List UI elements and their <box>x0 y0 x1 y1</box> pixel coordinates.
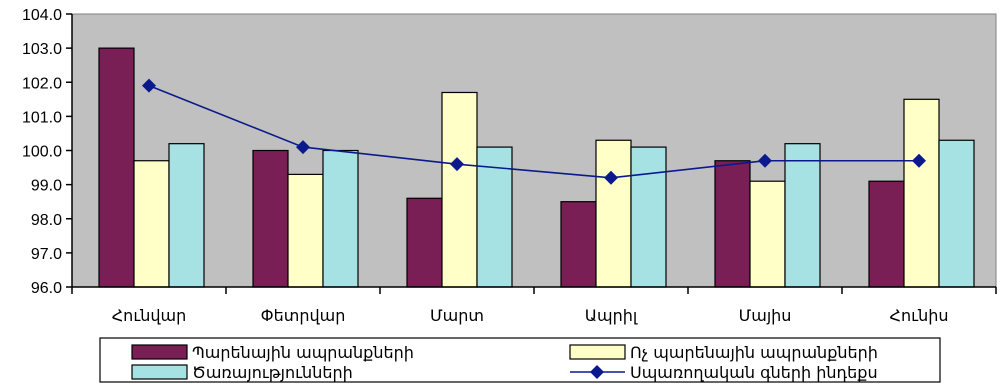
x-tick-label: Մարտ <box>430 306 484 325</box>
bar <box>868 180 905 288</box>
bar <box>714 160 751 288</box>
bars-layer <box>98 47 975 288</box>
legend-swatch <box>569 344 626 360</box>
bar <box>98 47 135 288</box>
y-tick-label: 99.0 <box>31 178 62 195</box>
line-point <box>758 153 772 168</box>
bar <box>252 149 289 288</box>
bar <box>903 98 940 288</box>
bar <box>133 160 170 288</box>
y-axis: 96.0 97.0 98.0 99.0 100.0 101.0 102.0 103.0 104.… <box>22 7 73 297</box>
y-tick-label: 103.0 <box>22 41 62 58</box>
x-tick-label: Փետրվար <box>261 306 346 325</box>
y-tick-label: 102.0 <box>22 75 62 92</box>
y-tick-label: 98.0 <box>31 212 62 229</box>
line-point <box>296 140 310 155</box>
line-point <box>912 153 926 168</box>
legend-label: Ծառայությունների <box>192 363 353 382</box>
bar <box>784 143 821 288</box>
x-tick-label: Ապրիլ <box>585 306 638 325</box>
x-axis: Հունվար Փետրվար Մարտ Ապրիլ Մայիս Հունիս <box>71 286 997 325</box>
bar <box>630 146 667 288</box>
line-point <box>450 157 464 172</box>
legend-diamond-icon <box>590 365 604 379</box>
line-point <box>604 170 618 185</box>
y-tick-label: 104.0 <box>22 7 62 24</box>
legend-label: Պարենային ապրանքների <box>192 343 414 362</box>
y-tick-label: 96.0 <box>31 280 62 297</box>
bar <box>441 91 478 288</box>
bar <box>595 139 632 288</box>
series-line <box>148 84 919 179</box>
legend-label: Ոչ պարենային ապրանքների <box>630 343 878 362</box>
bar <box>322 149 359 288</box>
line-layer <box>142 78 926 185</box>
y-tick-label: 100.0 <box>22 144 62 161</box>
legend-swatch <box>131 344 188 360</box>
x-tick-label: Հունիս <box>890 306 949 325</box>
y-tick-label: 101.0 <box>22 109 62 126</box>
bar <box>287 173 324 288</box>
legend-swatch <box>131 364 188 380</box>
plot-area <box>71 13 997 288</box>
legend: Պարենային ապրանքների Ոչ պարենային ապրանքն… <box>99 337 941 383</box>
bar <box>560 201 597 288</box>
line-point <box>142 78 156 93</box>
legend-box <box>99 337 941 383</box>
x-tick-label: Հունվար <box>112 306 187 325</box>
bar <box>938 139 975 288</box>
bar <box>168 143 205 288</box>
x-tick-label: Մայիս <box>739 306 792 325</box>
y-tick-label: 97.0 <box>31 246 62 263</box>
bar <box>406 197 443 288</box>
bar <box>749 180 786 288</box>
legend-label: Սպառողական գների ինդեքս <box>630 363 878 382</box>
